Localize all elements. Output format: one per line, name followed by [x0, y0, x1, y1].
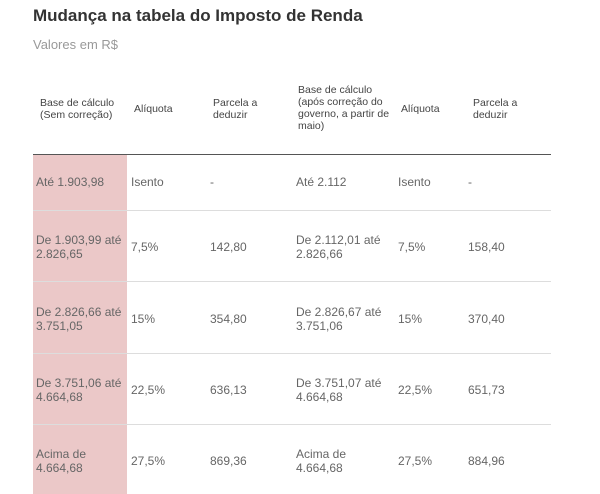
row-divider — [33, 424, 551, 425]
row-cell-base-sem: De 3.751,06 até 4.664,68 — [36, 376, 122, 404]
row-cell-parcela-2: - — [468, 175, 472, 189]
row-cell-base-apos: Até 2.112 — [296, 175, 347, 189]
row-cell-aliquota-2: 27,5% — [398, 454, 433, 468]
row-cell-parcela-1: 869,36 — [210, 454, 247, 468]
header-parcela-2: Parcela a deduzir — [473, 97, 518, 121]
row-cell-aliquota-2: 15% — [398, 312, 423, 326]
row-cell-parcela-1: - — [210, 175, 214, 189]
row-cell-base-sem: De 2.826,66 até 3.751,05 — [36, 305, 122, 333]
header-base-sem-correcao: Base de cálculo (Sem correção) — [40, 97, 115, 121]
header-divider — [33, 154, 551, 155]
row-cell-base-sem: De 1.903,99 até 2.826,65 — [36, 233, 122, 261]
row-cell-aliquota-1: 22,5% — [131, 383, 166, 397]
row-divider — [33, 353, 551, 354]
row-cell-aliquota-1: 15% — [131, 312, 156, 326]
row-divider — [33, 210, 551, 211]
row-cell-base-apos: Acima de 4.664,68 — [296, 447, 347, 475]
row-cell-parcela-2: 651,73 — [468, 383, 505, 397]
row-cell-parcela-1: 142,80 — [210, 240, 247, 254]
highlighted-column — [33, 155, 127, 494]
table-subtitle: Valores em R$ — [33, 37, 119, 52]
row-cell-base-sem: Até 1.903,98 — [36, 175, 105, 189]
row-cell-aliquota-2: 7,5% — [398, 240, 426, 254]
row-cell-aliquota-1: 27,5% — [131, 454, 166, 468]
row-cell-parcela-2: 884,96 — [468, 454, 505, 468]
row-cell-base-apos: De 2.112,01 até 2.826,66 — [296, 233, 381, 261]
row-cell-aliquota-2: 22,5% — [398, 383, 433, 397]
header-aliquota-2: Alíquota — [401, 103, 440, 115]
row-cell-parcela-1: 636,13 — [210, 383, 247, 397]
row-cell-parcela-2: 370,40 — [468, 312, 505, 326]
header-parcela-1: Parcela a deduzir — [213, 97, 258, 121]
row-cell-aliquota-1: 7,5% — [131, 240, 159, 254]
header-base-apos-correcao: Base de cálculo (após correção do govern… — [298, 84, 390, 132]
row-cell-parcela-2: 158,40 — [468, 240, 505, 254]
row-divider — [33, 281, 551, 282]
header-aliquota-1: Alíquota — [134, 103, 173, 115]
row-cell-aliquota-1: Isento — [131, 175, 164, 189]
row-cell-aliquota-2: Isento — [398, 175, 431, 189]
row-cell-base-apos: De 2.826,67 até 3.751,06 — [296, 305, 382, 333]
row-cell-base-apos: De 3.751,07 até 4.664,68 — [296, 376, 382, 404]
row-cell-base-sem: Acima de 4.664,68 — [36, 447, 87, 475]
table-title: Mudança na tabela do Imposto de Renda — [33, 6, 363, 25]
row-cell-parcela-1: 354,80 — [210, 312, 247, 326]
